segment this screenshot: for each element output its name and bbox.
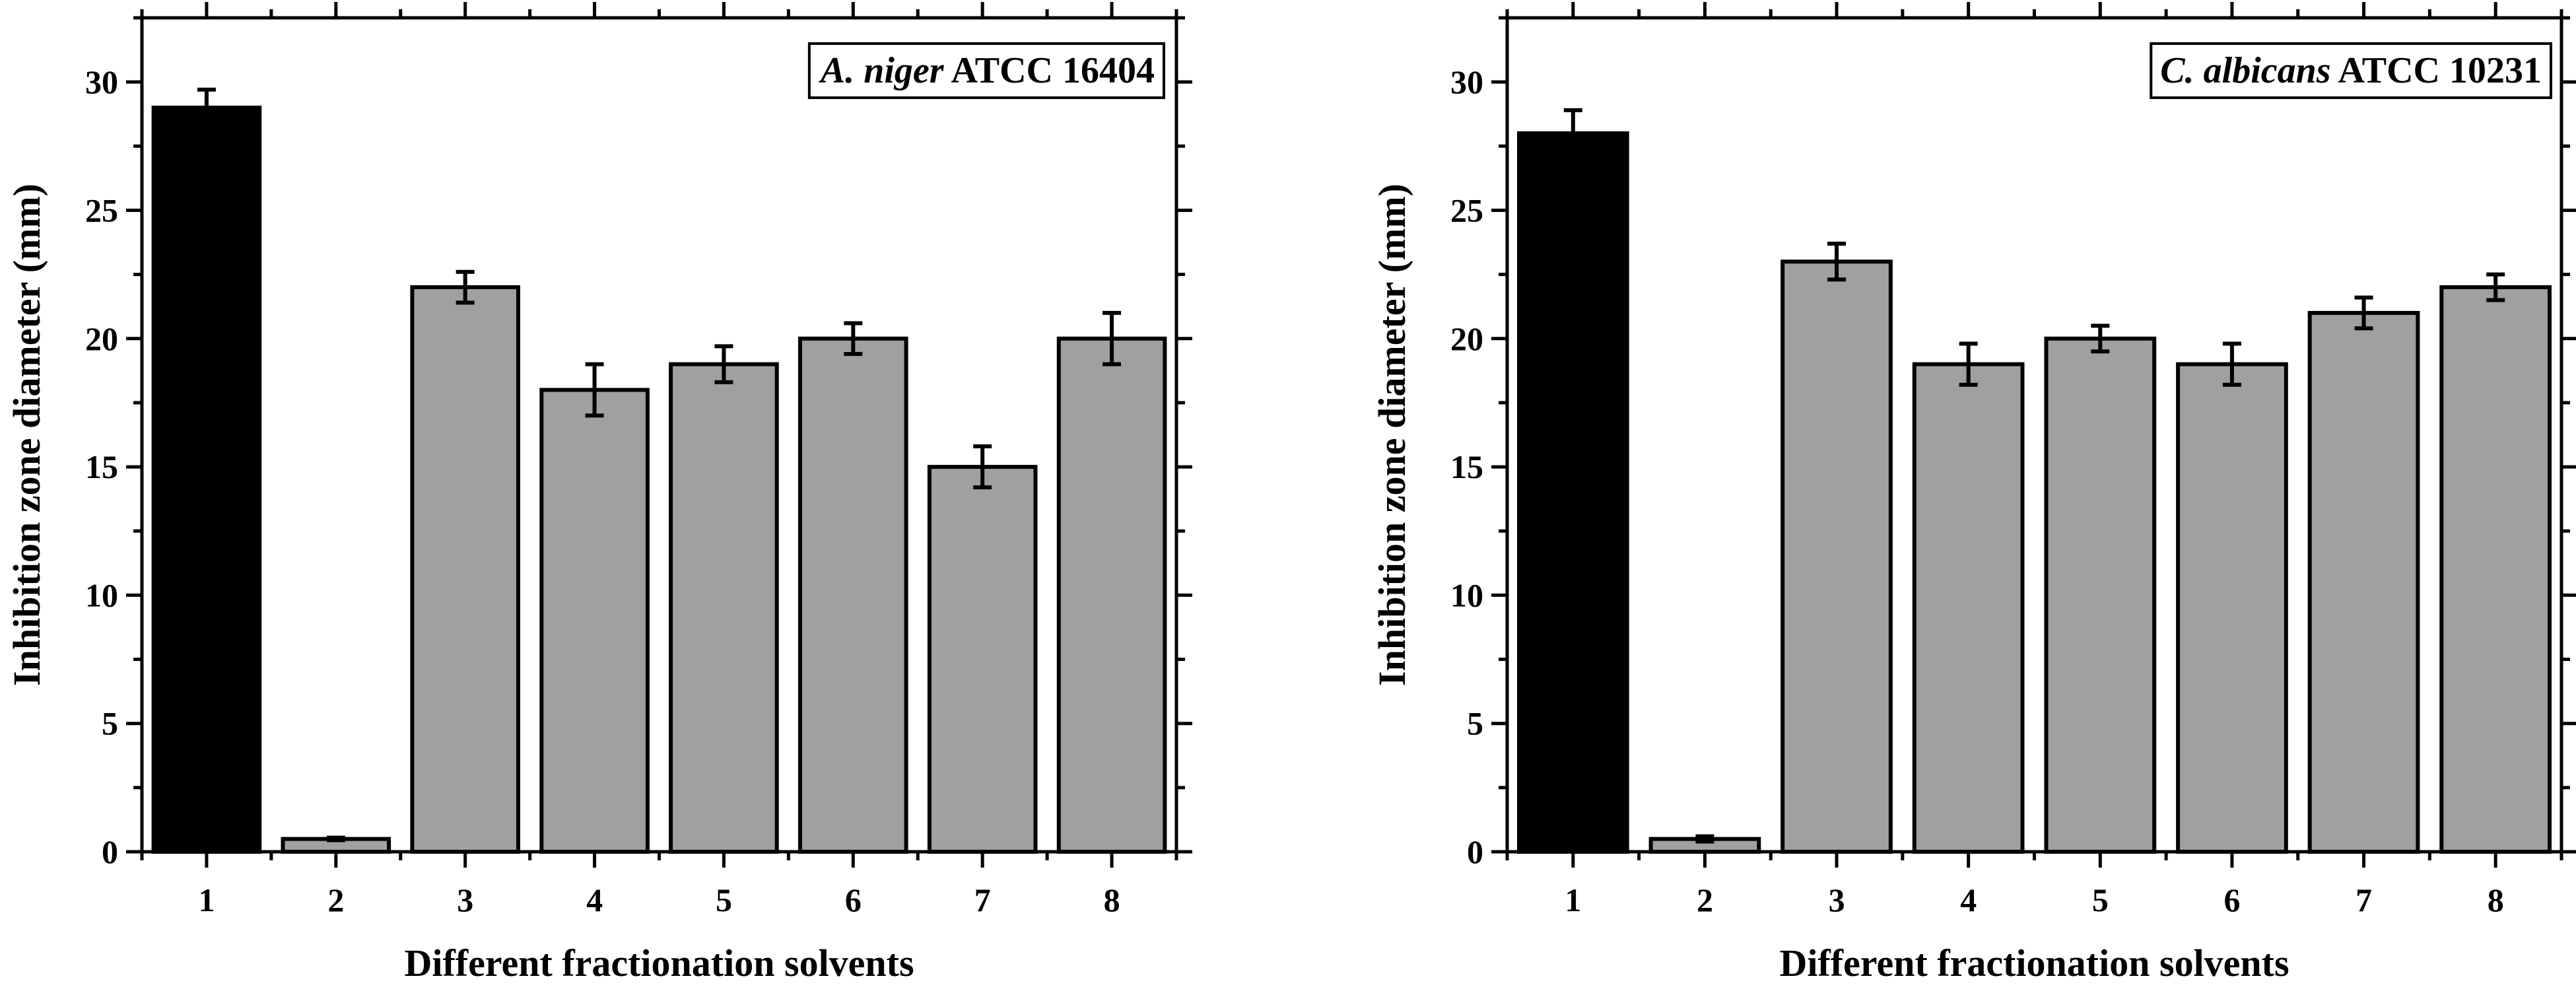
legend-strain: ATCC 10231 xyxy=(2331,50,2542,91)
x-axis-title: Different fractionation solvents xyxy=(1779,942,2289,984)
error-bar-4 xyxy=(1959,341,1978,387)
legend-species: C. albicans xyxy=(2160,50,2330,91)
y-axis-title: Inhibition zone diameter (mm) xyxy=(5,184,48,686)
bar-7 xyxy=(927,465,1038,854)
error-bar-8 xyxy=(2486,272,2505,302)
x-tick-label-3: 3 xyxy=(1829,881,1845,918)
bar-7 xyxy=(2307,310,2420,854)
error-bar-4 xyxy=(585,362,604,418)
y-tick-label: 0 xyxy=(102,833,118,870)
y-tick-label: 0 xyxy=(1467,833,1483,870)
error-bar-1 xyxy=(197,87,216,128)
error-bar-1 xyxy=(1563,108,1582,158)
y-tick-label: 30 xyxy=(1450,63,1483,100)
error-bar-5 xyxy=(714,344,733,384)
y-tick-label: 25 xyxy=(1450,191,1483,228)
chart-panel-c-albicans: 0 5 10 15 20 25 30 1 2 3 4 5 6 7 8 Different fractionat… xyxy=(1371,2,2576,984)
error-bar-6 xyxy=(844,321,863,357)
y-axis-title: Inhibition zone diameter (mm) xyxy=(1371,184,1413,686)
error-bar-2 xyxy=(1695,834,1714,844)
bar-5 xyxy=(2044,336,2157,854)
error-bar-2 xyxy=(326,835,345,843)
y-tick-label: 15 xyxy=(1450,448,1483,485)
x-tick-label-8: 8 xyxy=(2488,881,2504,918)
x-tick-label-4: 4 xyxy=(1960,881,1977,918)
x-tick-label-8: 8 xyxy=(1104,881,1120,918)
legend: A. niger ATCC 16404 xyxy=(807,42,1165,99)
bar-1 xyxy=(151,106,262,854)
legend-species: A. niger xyxy=(819,50,945,91)
legend-box xyxy=(2150,42,2552,99)
legend-box xyxy=(807,42,1165,99)
x-tick-label-1: 1 xyxy=(198,881,215,918)
y-tick-label: 15 xyxy=(85,448,118,485)
x-tick-label-4: 4 xyxy=(586,881,603,918)
y-tick-label: 30 xyxy=(85,63,118,100)
y-tick-label: 20 xyxy=(85,320,118,357)
x-tick-label-7: 7 xyxy=(974,881,991,918)
chart-panel-a-niger: 0 5 10 15 20 25 30 1 2 3 4 5 6 7 8 Different fractionat… xyxy=(5,2,1192,984)
error-bar-7 xyxy=(973,444,992,490)
legend-strain: ATCC 16404 xyxy=(944,50,1155,91)
x-tick-label-6: 6 xyxy=(845,881,862,918)
y-tick-label: 10 xyxy=(1450,576,1483,613)
bar-8 xyxy=(1056,336,1167,854)
x-tick-label-5: 5 xyxy=(716,881,732,918)
bar-1 xyxy=(1517,131,1629,854)
error-bar-6 xyxy=(2222,341,2241,387)
error-bar-5 xyxy=(2091,324,2110,354)
bar-3 xyxy=(410,285,521,854)
legend-label: A. niger ATCC 16404 xyxy=(819,50,1155,91)
bar-6 xyxy=(2176,362,2288,854)
x-tick-label-7: 7 xyxy=(2356,881,2372,918)
y-tick-label: 20 xyxy=(1450,320,1483,357)
bar-6 xyxy=(798,336,908,854)
legend-label: C. albicans ATCC 10231 xyxy=(2160,50,2542,91)
bar-5 xyxy=(669,362,779,854)
x-tick-label-5: 5 xyxy=(2092,881,2109,918)
bar-8 xyxy=(2439,285,2552,854)
x-tick-label-2: 2 xyxy=(327,881,344,918)
error-bar-8 xyxy=(1102,310,1122,366)
bar-4 xyxy=(539,388,650,854)
x-tick-label-6: 6 xyxy=(2223,881,2240,918)
bar-4 xyxy=(1912,362,2025,854)
x-tick-label-1: 1 xyxy=(1565,881,1581,918)
error-bar-3 xyxy=(456,269,475,305)
bar-3 xyxy=(1780,259,1893,854)
y-tick-label: 25 xyxy=(85,191,118,228)
y-tick-label: 10 xyxy=(85,576,118,613)
x-tick-label-3: 3 xyxy=(457,881,473,918)
y-tick-label: 5 xyxy=(102,705,118,742)
error-bar-3 xyxy=(1827,241,1847,282)
y-tick-label: 5 xyxy=(1467,705,1483,742)
x-tick-label-2: 2 xyxy=(1697,881,1713,918)
legend: C. albicans ATCC 10231 xyxy=(2150,42,2552,99)
x-axis-title: Different fractionation solvents xyxy=(404,942,914,984)
error-bar-7 xyxy=(2354,295,2373,331)
